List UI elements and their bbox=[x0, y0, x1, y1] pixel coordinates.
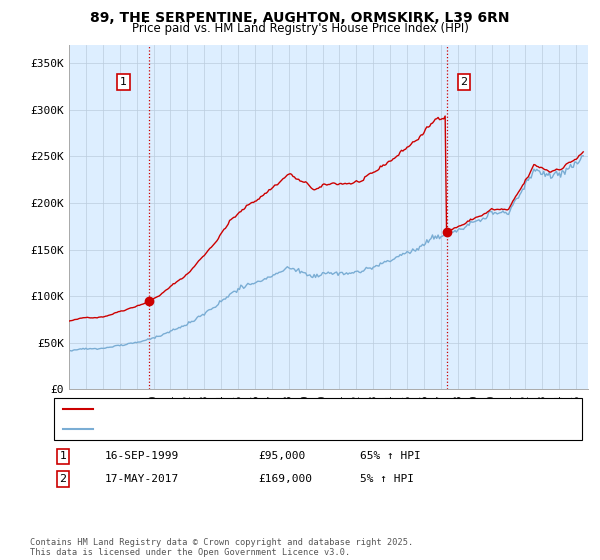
Text: 89, THE SERPENTINE, AUGHTON, ORMSKIRK, L39 6RN: 89, THE SERPENTINE, AUGHTON, ORMSKIRK, L… bbox=[90, 11, 510, 25]
Text: 2: 2 bbox=[59, 474, 67, 484]
Text: 5% ↑ HPI: 5% ↑ HPI bbox=[360, 474, 414, 484]
Text: 89, THE SERPENTINE, AUGHTON, ORMSKIRK, L39 6RN (semi-detached house): 89, THE SERPENTINE, AUGHTON, ORMSKIRK, L… bbox=[99, 404, 524, 414]
Text: 16-SEP-1999: 16-SEP-1999 bbox=[105, 451, 179, 461]
Text: 17-MAY-2017: 17-MAY-2017 bbox=[105, 474, 179, 484]
Text: 65% ↑ HPI: 65% ↑ HPI bbox=[360, 451, 421, 461]
Text: Price paid vs. HM Land Registry's House Price Index (HPI): Price paid vs. HM Land Registry's House … bbox=[131, 22, 469, 35]
Text: 2: 2 bbox=[461, 77, 467, 87]
Text: Contains HM Land Registry data © Crown copyright and database right 2025.
This d: Contains HM Land Registry data © Crown c… bbox=[30, 538, 413, 557]
Text: £169,000: £169,000 bbox=[258, 474, 312, 484]
Text: 1: 1 bbox=[120, 77, 127, 87]
Text: £95,000: £95,000 bbox=[258, 451, 305, 461]
Text: HPI: Average price, semi-detached house, West Lancashire: HPI: Average price, semi-detached house,… bbox=[99, 424, 449, 434]
Text: 1: 1 bbox=[59, 451, 67, 461]
